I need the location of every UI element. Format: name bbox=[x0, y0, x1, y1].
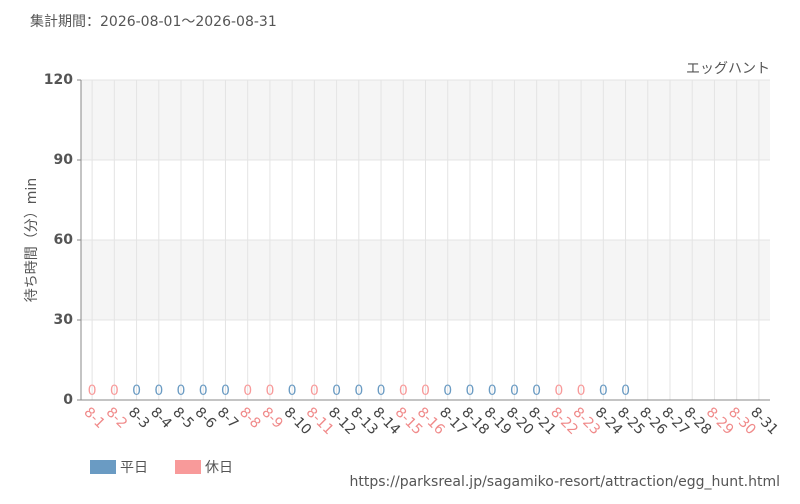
x-tick-label: 8-7 bbox=[214, 404, 241, 431]
data-label: 0 bbox=[221, 383, 230, 399]
y-tick-label: 60 bbox=[54, 232, 74, 248]
data-label: 0 bbox=[577, 383, 586, 399]
data-label: 0 bbox=[265, 383, 274, 399]
data-label: 0 bbox=[599, 383, 608, 399]
x-tick-label: 8-1 bbox=[80, 404, 107, 431]
data-label: 0 bbox=[199, 383, 208, 399]
y-axis-label: 待ち時間（分）min bbox=[24, 178, 40, 302]
y-tick-label: 90 bbox=[54, 152, 74, 168]
data-label: 0 bbox=[310, 383, 319, 399]
legend-label: 休日 bbox=[205, 460, 233, 476]
chart-subtitle: エッグハント bbox=[686, 61, 770, 77]
x-tick-label: 8-8 bbox=[236, 404, 263, 431]
data-label: 0 bbox=[443, 383, 452, 399]
data-label: 0 bbox=[399, 383, 408, 399]
x-tick-label: 8-5 bbox=[169, 404, 196, 431]
data-label: 0 bbox=[332, 383, 341, 399]
data-label: 0 bbox=[532, 383, 541, 399]
y-tick-label: 120 bbox=[44, 72, 73, 88]
data-label: 0 bbox=[510, 383, 519, 399]
data-label: 0 bbox=[132, 383, 141, 399]
x-tick-label: 8-6 bbox=[192, 404, 220, 432]
x-tick-label: 8-2 bbox=[103, 404, 130, 431]
data-label: 0 bbox=[465, 383, 474, 399]
y-tick-label: 30 bbox=[54, 312, 74, 328]
data-label: 0 bbox=[621, 383, 630, 399]
legend-swatch bbox=[175, 460, 201, 474]
data-label: 0 bbox=[154, 383, 163, 399]
source-url: https://parksreal.jp/sagamiko-resort/att… bbox=[350, 474, 780, 490]
data-label: 0 bbox=[488, 383, 497, 399]
data-label: 0 bbox=[177, 383, 186, 399]
legend-label: 平日 bbox=[120, 460, 148, 476]
data-label: 0 bbox=[354, 383, 363, 399]
x-tick-label: 8-3 bbox=[125, 404, 152, 431]
data-label: 0 bbox=[377, 383, 386, 399]
x-tick-label: 8-9 bbox=[258, 404, 285, 431]
legend-swatch bbox=[90, 460, 116, 474]
y-tick-label: 0 bbox=[63, 392, 73, 408]
data-label: 0 bbox=[554, 383, 563, 399]
data-label: 0 bbox=[88, 383, 97, 399]
data-label: 0 bbox=[243, 383, 252, 399]
data-label: 0 bbox=[288, 383, 297, 399]
data-label: 0 bbox=[421, 383, 430, 399]
x-tick-label: 8-4 bbox=[147, 404, 175, 432]
data-label: 0 bbox=[110, 383, 119, 399]
chart-title: 集計期間：2026-08-01～2026-08-31 bbox=[30, 13, 277, 30]
